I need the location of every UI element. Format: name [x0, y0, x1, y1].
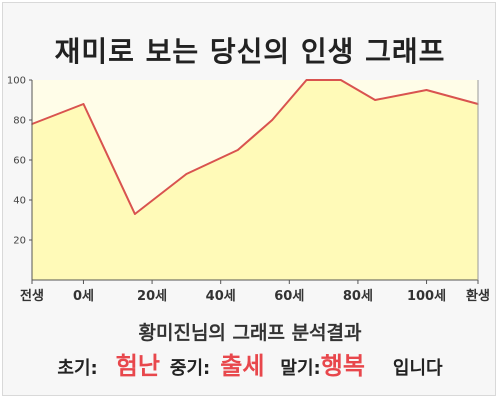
x-tick-label-0: 전생: [20, 288, 44, 304]
x-tick-label-3: 40세: [206, 289, 236, 304]
x-tick-label-7: 환생: [466, 288, 490, 304]
analysis-result: 초기: 험난 중기: 출세 말기: 행복 입니다: [0, 346, 500, 382]
analysis-subtitle: 황미진님의 그래프 분석결과: [138, 322, 362, 344]
data-point-3: [185, 173, 188, 175]
data-point-8: [374, 99, 376, 101]
middle-label: 중기:: [169, 358, 211, 379]
data-point-5: [271, 119, 273, 121]
data-point-7: [339, 79, 342, 81]
x-tick-label-5: 80세: [343, 289, 373, 304]
data-point-2: [134, 213, 136, 215]
y-tick-label-80: 80: [13, 116, 26, 127]
y-tick-label-20: 20: [13, 236, 26, 247]
chart-title: 재미로 보는 당신의 인생 그래프: [54, 35, 446, 68]
early-value: 험난: [115, 352, 160, 380]
area-fill: [32, 80, 478, 280]
early-label: 초기:: [57, 358, 98, 379]
x-tick-label-1: 0세: [73, 289, 94, 304]
y-tick-label-60: 60: [13, 156, 26, 167]
x-tick-label-2: 20세: [137, 289, 167, 304]
y-tick-label-40: 40: [13, 196, 26, 207]
result-suffix: 입니다: [392, 358, 443, 379]
data-point-4: [237, 149, 239, 151]
x-tick-label-6: 100세: [407, 289, 446, 304]
late-value: 행복: [320, 352, 365, 380]
data-point-9: [425, 89, 428, 91]
x-tick-label-4: 60세: [274, 289, 304, 304]
middle-value: 출세: [220, 352, 265, 380]
late-label: 말기:: [280, 358, 321, 379]
y-tick-label-100: 100: [7, 76, 26, 87]
data-point-1: [82, 103, 85, 105]
data-point-6: [305, 79, 308, 81]
